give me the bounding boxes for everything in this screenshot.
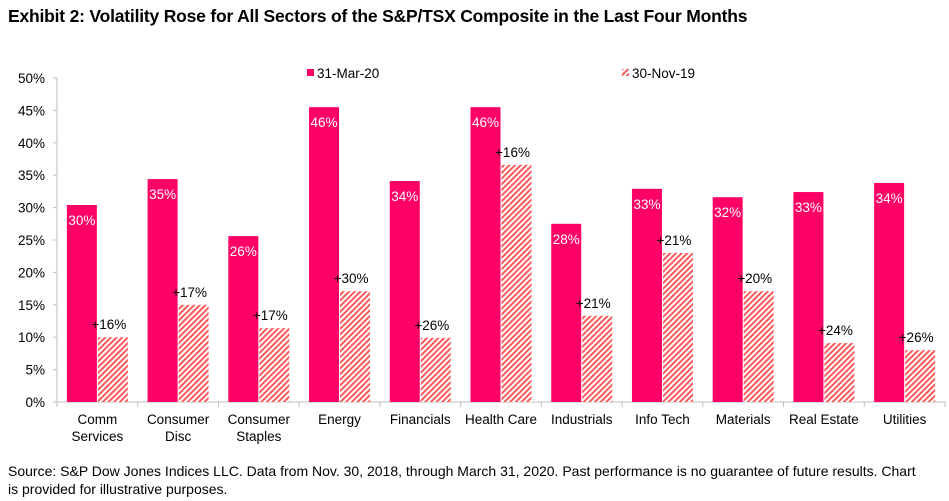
chart-title: Exhibit 2: Volatility Rose for All Secto… xyxy=(8,6,748,26)
x-category-label: Industrials xyxy=(551,412,613,427)
bar-31-mar-20 xyxy=(874,182,905,402)
bars xyxy=(66,107,936,402)
y-tick-label: 45% xyxy=(18,103,45,118)
data-label-30-nov-19: +30% xyxy=(334,271,369,286)
x-category-label: Consumer Disc xyxy=(147,412,210,444)
y-tick-label: 25% xyxy=(18,233,45,248)
data-label-30-nov-19: +26% xyxy=(899,330,934,345)
bar-31-mar-20 xyxy=(389,181,420,402)
bar-31-mar-20 xyxy=(66,205,97,402)
source-note: Source: S&P Dow Jones Indices LLC. Data … xyxy=(8,463,916,497)
bar-30-nov-19 xyxy=(905,350,936,402)
bar-31-mar-20 xyxy=(147,179,178,402)
data-label-30-nov-19: +26% xyxy=(414,318,449,333)
bar-31-mar-20 xyxy=(309,107,340,402)
data-label-30-nov-19: +16% xyxy=(495,145,530,160)
y-tick-label: 30% xyxy=(18,201,45,216)
data-label-31-mar-20: 32% xyxy=(714,205,741,220)
bar-30-nov-19 xyxy=(582,315,613,402)
legend-label-solid: 31-Mar-20 xyxy=(317,66,379,81)
bar-31-mar-20 xyxy=(793,192,824,402)
data-label-31-mar-20: 26% xyxy=(230,244,257,259)
y-tick-label: 35% xyxy=(18,168,45,183)
data-label-30-nov-19: +17% xyxy=(172,285,207,300)
data-label-30-nov-19: +21% xyxy=(657,233,692,248)
data-label-31-mar-20: 33% xyxy=(633,197,660,212)
x-category-label: Real Estate xyxy=(789,412,859,427)
data-label-31-mar-20: 33% xyxy=(795,200,822,215)
bar-30-nov-19 xyxy=(259,328,290,402)
bar-chart: 0% 5% 10% 15% 20% 25% 30% 35% 40% 45% 50% Comm Servi… xyxy=(18,66,946,444)
data-label-31-mar-20: 30% xyxy=(68,213,95,228)
data-label-30-nov-19: +17% xyxy=(253,308,288,323)
legend-swatch-hatched xyxy=(622,69,629,76)
x-category-label: Info Tech xyxy=(635,412,690,427)
data-label-30-nov-19: +20% xyxy=(737,271,772,286)
data-labels: 30% +16% 35% +17% 26% +17% 46% +30% 34% +26% 46% +1… xyxy=(68,115,933,345)
x-category-label: Materials xyxy=(716,412,771,427)
x-category-label: Energy xyxy=(318,412,361,427)
data-label-31-mar-20: 35% xyxy=(149,187,176,202)
data-label-31-mar-20: 34% xyxy=(391,189,418,204)
y-tick-label: 10% xyxy=(18,330,45,345)
bar-31-mar-20 xyxy=(228,236,259,402)
data-label-30-nov-19: +16% xyxy=(91,317,126,332)
y-tick-label: 40% xyxy=(18,136,45,151)
bar-30-nov-19 xyxy=(420,337,451,402)
bar-30-nov-19 xyxy=(340,291,371,402)
bar-30-nov-19 xyxy=(501,164,532,402)
x-category-label: Comm Services xyxy=(71,412,123,444)
bar-31-mar-20 xyxy=(631,188,662,402)
data-label-30-nov-19: +21% xyxy=(576,296,611,311)
bar-30-nov-19 xyxy=(824,343,855,402)
x-category-label: Financials xyxy=(390,412,451,427)
bar-30-nov-19 xyxy=(743,291,774,402)
legend-label-hatched: 30-Nov-19 xyxy=(632,66,695,81)
bar-30-nov-19 xyxy=(97,337,128,402)
axes: 0% 5% 10% 15% 20% 25% 30% 35% 40% 45% 50% Comm Servi… xyxy=(18,71,946,444)
y-tick-label: 5% xyxy=(25,363,45,378)
bar-30-nov-19 xyxy=(662,252,693,402)
bar-30-nov-19 xyxy=(178,304,209,402)
x-category-label: Consumer Staples xyxy=(228,412,291,444)
data-label-30-nov-19: +24% xyxy=(818,323,853,338)
bar-31-mar-20 xyxy=(712,197,743,402)
data-label-31-mar-20: 46% xyxy=(472,115,499,130)
data-label-31-mar-20: 28% xyxy=(553,232,580,247)
y-tick-label: 15% xyxy=(18,298,45,313)
x-category-label: Utilities xyxy=(883,412,927,427)
y-tick-label: 50% xyxy=(18,71,45,86)
legend: 31-Mar-20 30-Nov-19 xyxy=(307,66,695,81)
x-category-label: Health Care xyxy=(465,412,537,427)
bar-31-mar-20 xyxy=(551,223,582,402)
y-tick-label: 20% xyxy=(18,265,45,280)
y-tick-label: 0% xyxy=(25,395,45,410)
data-label-31-mar-20: 46% xyxy=(311,115,338,130)
data-label-31-mar-20: 34% xyxy=(876,191,903,206)
legend-swatch-solid xyxy=(307,69,314,76)
bar-31-mar-20 xyxy=(470,107,501,402)
